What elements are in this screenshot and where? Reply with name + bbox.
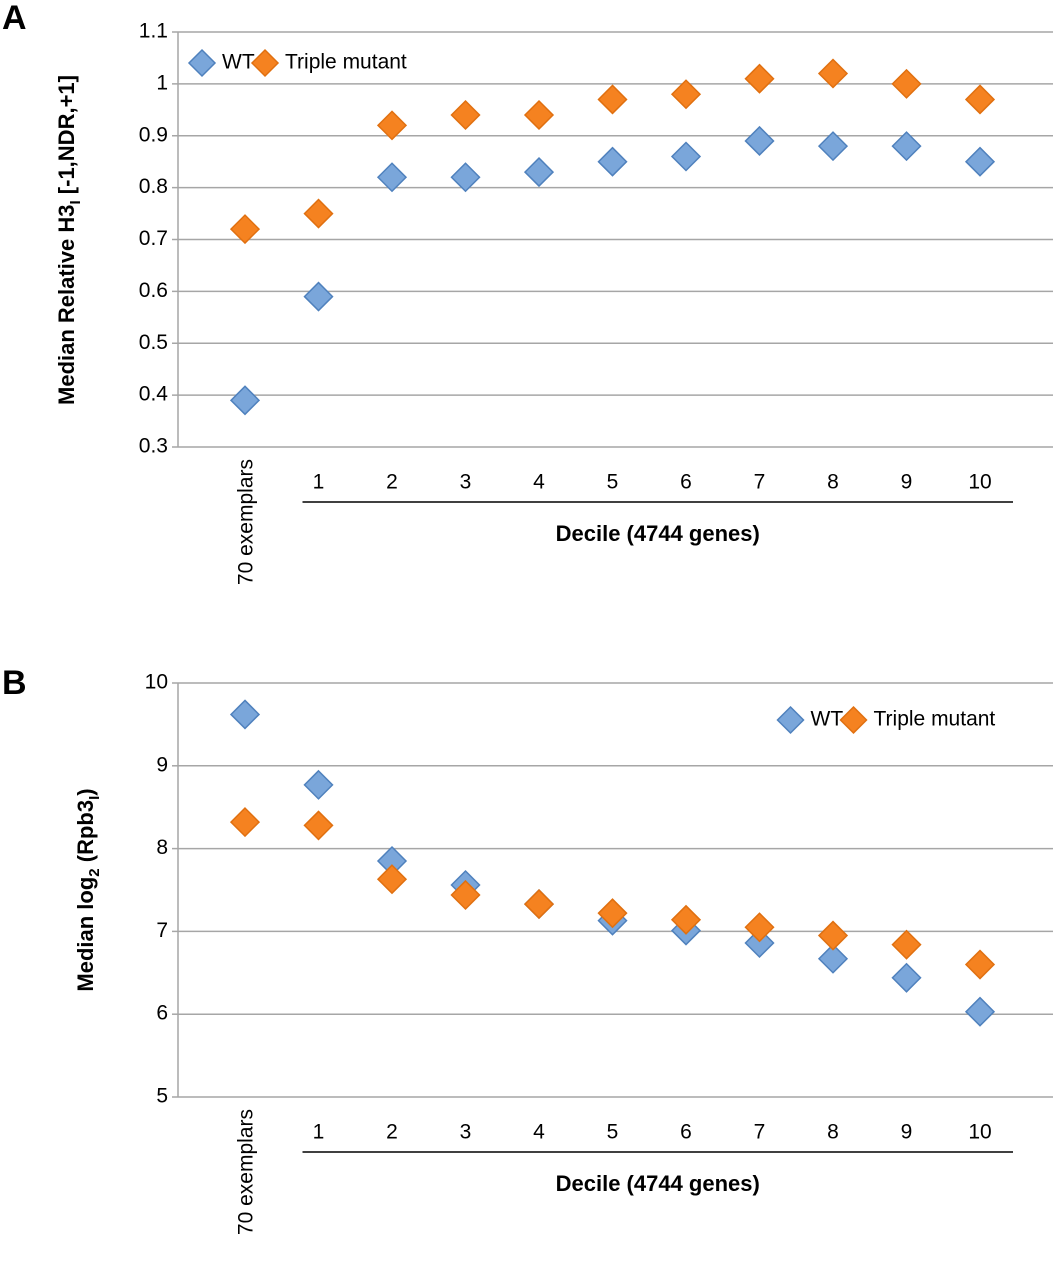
- x-tick-label: 10: [968, 471, 991, 494]
- data-point: [376, 110, 408, 141]
- data-point: [303, 769, 334, 800]
- y-axis-label-part: [-1,NDR,+1]: [54, 75, 79, 200]
- data-point: [670, 79, 702, 110]
- x-tick-label: 8: [827, 1121, 839, 1144]
- data-point: [523, 889, 555, 920]
- x-tick-label: 10: [968, 1121, 991, 1144]
- x-tick-label: 8: [827, 471, 839, 494]
- x-tick-label: 7: [754, 471, 766, 494]
- x-tick-label: 5: [607, 1121, 619, 1144]
- y-tick-label: 7: [156, 919, 168, 942]
- legend-marker: [187, 48, 217, 78]
- legend-marker: [776, 705, 805, 735]
- data-point: [891, 962, 922, 993]
- x-tick-label: 3: [460, 1121, 472, 1144]
- group-label: Decile (4744 genes): [556, 521, 760, 546]
- panel-letter: B: [2, 664, 27, 702]
- legend-marker: [839, 705, 868, 735]
- data-point: [670, 141, 702, 172]
- data-point: [964, 996, 996, 1027]
- data-point: [229, 214, 261, 245]
- data-point: [964, 949, 996, 980]
- data-point: [523, 99, 555, 131]
- y-tick-label: 1: [156, 71, 168, 94]
- data-point: [817, 943, 849, 974]
- x-tick-label: 70 exemplars: [235, 459, 258, 585]
- y-axis-label-part: ): [73, 788, 98, 795]
- legend-label: Triple mutant: [285, 51, 407, 74]
- data-point: [817, 131, 849, 162]
- data-point: [891, 68, 922, 99]
- x-tick-label: 2: [386, 471, 398, 494]
- x-tick-label: 4: [533, 1121, 545, 1144]
- data-point: [229, 385, 261, 416]
- y-axis-label-part: I: [86, 796, 103, 800]
- y-tick-label: 0.5: [139, 331, 168, 354]
- data-point: [744, 927, 775, 959]
- x-tick-label: 5: [607, 471, 619, 494]
- data-point: [597, 898, 628, 929]
- data-point: [376, 864, 408, 895]
- data-point: [744, 125, 775, 156]
- y-tick-label: 1.1: [139, 20, 168, 43]
- data-point: [229, 699, 261, 730]
- data-point: [450, 99, 481, 131]
- y-axis-label: Median Relative H3I [-1,NDR,+1]: [54, 75, 85, 405]
- y-tick-label: 0.9: [139, 123, 168, 146]
- y-axis-label-part: 2: [86, 868, 103, 876]
- y-tick-label: 6: [156, 1002, 168, 1025]
- y-tick-label: 0.7: [139, 227, 168, 250]
- group-label: Decile (4744 genes): [556, 1171, 760, 1196]
- data-point: [303, 198, 334, 229]
- x-tick-label: 70 exemplars: [235, 1109, 258, 1235]
- x-tick-label: 6: [680, 1121, 692, 1144]
- y-tick-label: 0.8: [139, 175, 168, 198]
- y-tick-label: 0.6: [139, 279, 168, 302]
- y-axis-label: Median log2 (Rpb3I): [73, 788, 104, 991]
- legend-label: WT: [222, 51, 255, 74]
- data-point: [744, 63, 775, 94]
- data-point: [597, 84, 628, 115]
- data-point: [964, 146, 996, 177]
- x-tick-label: 3: [460, 471, 472, 494]
- y-axis-label-part: Median log: [73, 877, 98, 992]
- y-axis-label-part: (Rpb3: [73, 800, 98, 868]
- data-point: [891, 929, 922, 960]
- data-point: [597, 146, 628, 177]
- data-point: [817, 58, 849, 89]
- data-point: [523, 157, 555, 188]
- legend-marker: [250, 48, 280, 78]
- data-point: [229, 807, 261, 838]
- y-axis-label-part: Median Relative H3: [54, 204, 79, 405]
- y-tick-label: 0.4: [139, 383, 169, 406]
- x-tick-label: 4: [533, 471, 545, 494]
- panel-letter: A: [2, 0, 27, 37]
- y-tick-label: 9: [156, 753, 168, 776]
- data-point: [450, 162, 481, 193]
- data-point: [891, 131, 922, 162]
- x-tick-label: 1: [313, 1121, 325, 1144]
- data-point: [303, 281, 334, 312]
- x-tick-label: 7: [754, 1121, 766, 1144]
- y-tick-label: 5: [156, 1085, 168, 1108]
- legend-label: Triple mutant: [874, 708, 996, 731]
- data-point: [964, 84, 996, 115]
- y-tick-label: 10: [145, 671, 168, 694]
- x-tick-label: 6: [680, 471, 692, 494]
- data-point: [376, 162, 408, 193]
- data-point: [450, 879, 481, 911]
- x-tick-label: 9: [901, 1121, 913, 1144]
- data-point: [670, 904, 702, 935]
- y-tick-label: 8: [156, 836, 168, 859]
- data-point: [817, 920, 849, 951]
- legend-label: WT: [811, 708, 844, 731]
- y-axis-label-part: I: [67, 200, 84, 204]
- y-tick-label: 0.3: [139, 435, 168, 458]
- x-tick-label: 1: [313, 471, 325, 494]
- x-tick-label: 9: [901, 471, 913, 494]
- x-tick-label: 2: [386, 1121, 398, 1144]
- data-point: [744, 912, 775, 943]
- data-point: [303, 810, 334, 841]
